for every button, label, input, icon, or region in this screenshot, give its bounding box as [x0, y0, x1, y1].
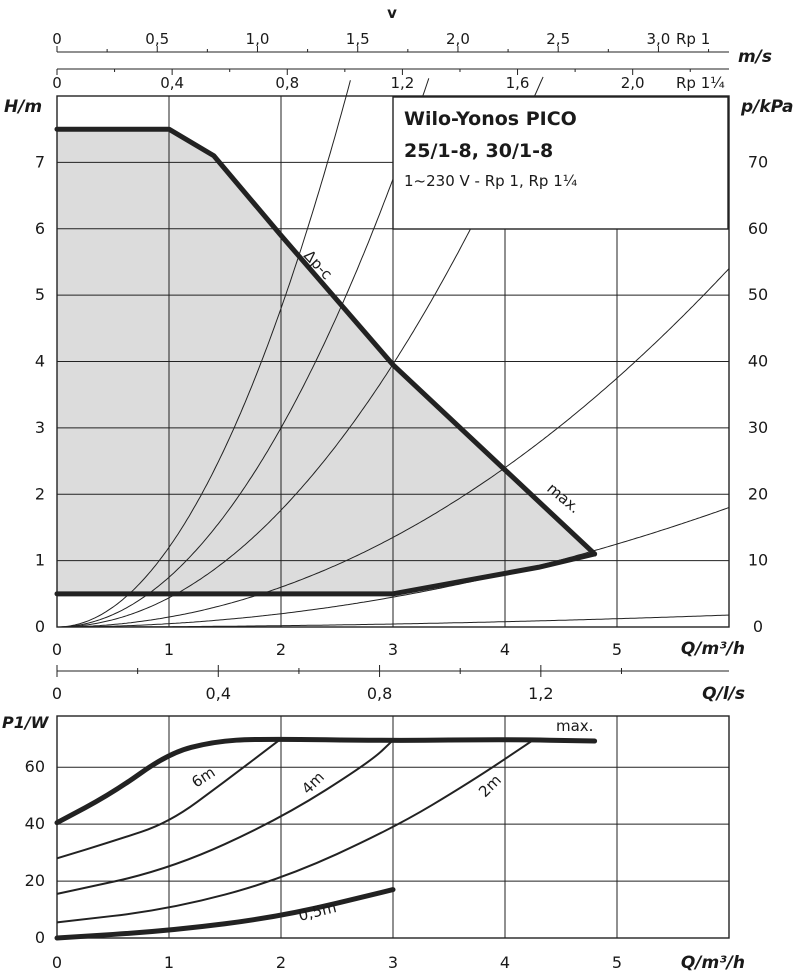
y2-tick-label: 50	[748, 285, 768, 304]
y2-tick-label: 70	[748, 152, 768, 171]
power-x-axis-label: Q/m³/h	[681, 953, 745, 973]
power-x-tick-label: 1	[164, 953, 174, 972]
top-axis1-tick-label: 0	[52, 30, 62, 48]
dpc-curve	[54, 126, 598, 557]
power-y-tick-labels: 0 20 40 60	[25, 757, 45, 947]
top-axis1-tick-label: 0,5	[145, 30, 169, 48]
y-tick-label: 0	[35, 617, 45, 636]
y-tick-label: 4	[35, 352, 45, 371]
power-y-axis-label: P1/W	[2, 713, 50, 732]
top-axis2-tick-label: 1,6	[506, 74, 530, 92]
top-axis1-tick-label: 3,0	[647, 30, 671, 48]
title-box	[392, 96, 729, 230]
power-4m-label: 4m	[298, 768, 328, 798]
power-x-tick-label: 2	[276, 953, 286, 972]
top-axis1-tick-label: 1,5	[346, 30, 370, 48]
top-axis2-label: Rp 1¼	[676, 74, 725, 92]
power-6m-curve	[56, 737, 282, 860]
top-axis2-tick-label: 2,0	[621, 74, 645, 92]
power-y-tick-label: 0	[35, 928, 45, 947]
top-axis2-ticks: 0 0,4 0,8 1,2 1,6 2,0	[52, 69, 691, 92]
y-tick-label: 2	[35, 484, 45, 503]
top-axis2-tick-label: 0,4	[160, 74, 184, 92]
power-x-tick-label: 4	[500, 953, 510, 972]
flow-ls-tick-label: 1,2	[528, 684, 553, 703]
x-tick-labels: 0 1 2 3 4 5	[52, 640, 622, 659]
power-2m-curve	[56, 739, 534, 924]
system-curve	[57, 80, 351, 628]
power-series	[54, 736, 598, 941]
max-curve	[54, 551, 598, 597]
top-axis1-label: Rp 1	[676, 30, 710, 48]
y-tick-labels: 0 1 2 3 4 5 6 7	[35, 152, 45, 636]
top-axis2-tick-label: 1,2	[390, 74, 414, 92]
power-y-tick-label: 20	[25, 871, 45, 890]
power-grid	[57, 716, 730, 938]
power-chart-frame	[56, 715, 730, 939]
top-axis1-tick-label: 1,0	[246, 30, 270, 48]
flow-ls-tick-label: 0	[52, 684, 62, 703]
x-tick-label: 0	[52, 640, 62, 659]
power-y-tick-label: 40	[25, 814, 45, 833]
x-tick-label: 5	[612, 640, 622, 659]
power-05m-curve	[54, 887, 396, 941]
chart-title: Wilo-Yonos PICO	[404, 108, 577, 130]
head-series	[54, 126, 598, 597]
x-tick-label: 1	[164, 640, 174, 659]
y-tick-label: 7	[35, 152, 45, 171]
x-tick-label: 3	[388, 640, 398, 659]
flow-ls-tick-label: 0,4	[206, 684, 231, 703]
system-curve	[57, 76, 544, 628]
power-x-tick-label: 5	[612, 953, 622, 972]
y2-tick-labels: 0 10 20 30 40 50 60 70	[748, 152, 768, 636]
y-tick-label: 1	[35, 551, 45, 570]
power-x-tick-label: 0	[52, 953, 62, 972]
power-x-tick-label: 3	[388, 953, 398, 972]
x-tick-label: 4	[500, 640, 510, 659]
head-chart-frame	[56, 95, 730, 628]
y2-tick-label: 40	[748, 352, 768, 371]
top-axis-unit: m/s	[738, 47, 772, 67]
velocity-axes: v m/s Rp 1 Rp 1¼ 0 0,5 1,0 1,5 2,0 2,5 3,0 0 0,…	[52, 4, 772, 92]
y2-tick-label: 30	[748, 418, 768, 437]
y-tick-label: 5	[35, 285, 45, 304]
flow-ls-ticks: 0 0,4 0,8 1,2	[52, 665, 622, 703]
y2-axis-label: p/kPa	[740, 97, 794, 117]
top-axis2-tick-label: 0	[52, 74, 62, 92]
y-axis-label: H/m	[4, 97, 42, 117]
flow-ls-tick-label: 0,8	[367, 684, 392, 703]
y2-tick-label: 20	[748, 484, 768, 503]
top-axis2-tick-label: 0,8	[275, 74, 299, 92]
flow-ls-axis: 0 0,4 0,8 1,2 Q/l/s	[52, 665, 745, 704]
power-x-tick-labels: 0 1 2 3 4 5	[52, 953, 622, 972]
chart-subtitle: 25/1-8, 30/1-8	[404, 140, 553, 162]
system-curves	[57, 76, 730, 628]
top-axis1-tick-label: 2,5	[546, 30, 570, 48]
power-y-tick-label: 60	[25, 757, 45, 776]
system-curve	[57, 78, 430, 628]
power-max-curve	[54, 736, 598, 826]
top-axis-title: v	[387, 4, 397, 22]
top-axis1-tick-label: 2,0	[446, 30, 470, 48]
power-max-label: max.	[556, 717, 593, 735]
y2-tick-label: 60	[748, 219, 768, 238]
system-curve	[57, 268, 730, 628]
head-chart: Wilo-Yonos PICO 25/1-8, 30/1-8 1~230 V -…	[4, 76, 794, 659]
system-curve	[57, 507, 730, 628]
x-tick-label: 2	[276, 640, 286, 659]
x-axis-label: Q/m³/h	[681, 639, 745, 659]
y-tick-label: 3	[35, 418, 45, 437]
top-axis1-ticks: 0 0,5 1,0 1,5 2,0 2,5 3,0	[52, 30, 710, 52]
y-tick-label: 6	[35, 219, 45, 238]
power-05m-label: 0,5m	[297, 898, 339, 925]
y2-tick-label: 0	[753, 617, 763, 636]
power-4m-curve	[56, 739, 394, 895]
y2-tick-label: 10	[748, 551, 768, 570]
chart-subtitle2: 1~230 V - Rp 1, Rp 1¼	[404, 172, 578, 190]
flow-ls-label: Q/l/s	[702, 684, 745, 704]
